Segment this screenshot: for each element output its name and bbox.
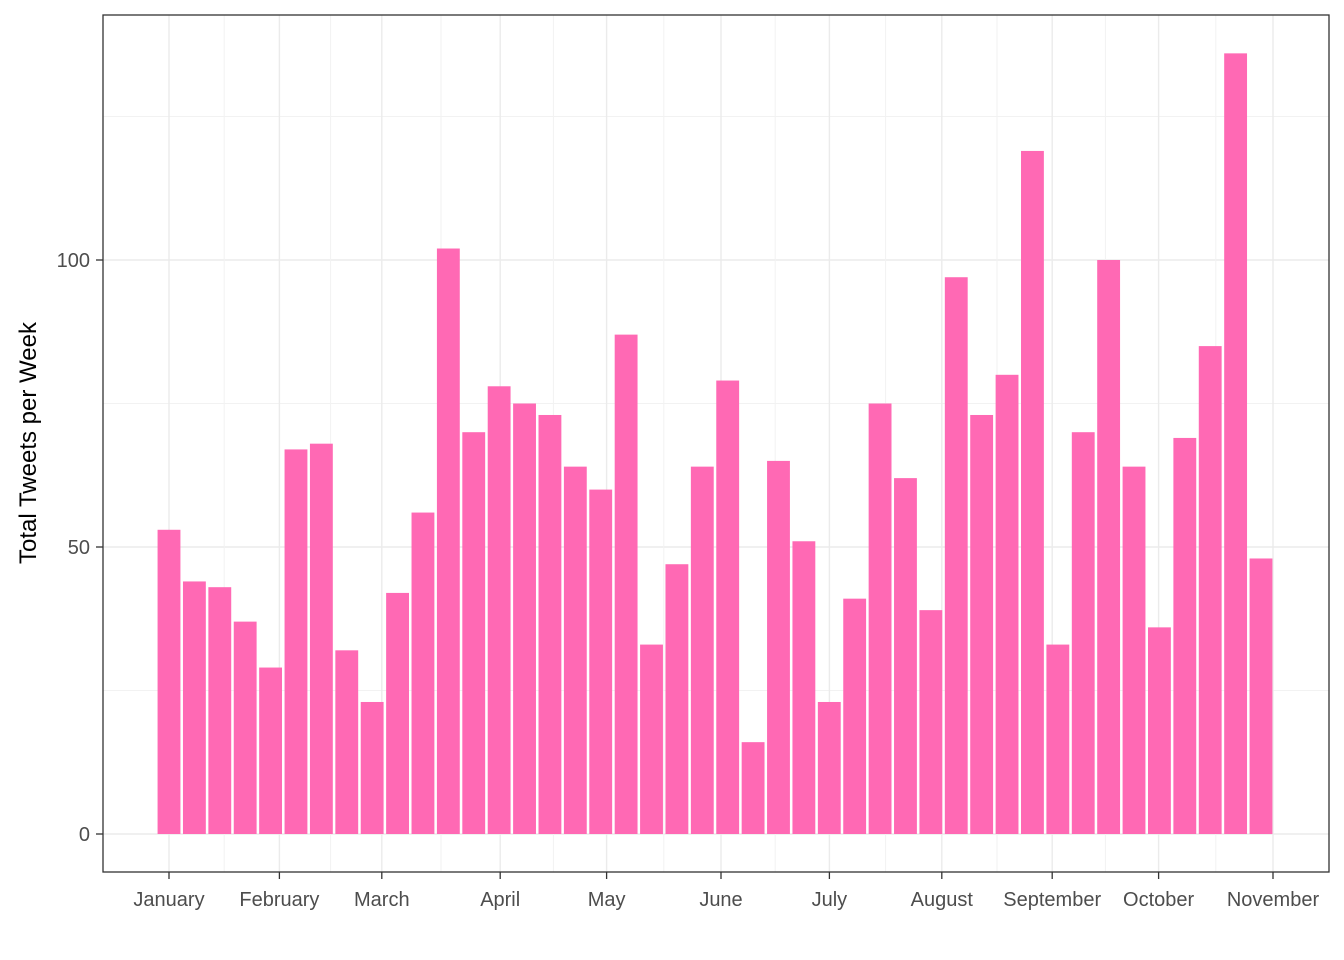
y-axis-title: Total Tweets per Week — [15, 321, 42, 564]
bar — [995, 374, 1019, 834]
bar — [259, 667, 283, 834]
bar — [462, 432, 486, 834]
bar — [1147, 627, 1171, 834]
bar — [208, 587, 232, 834]
x-tick-label: July — [812, 889, 848, 911]
x-tick-label: February — [239, 889, 319, 911]
bar — [157, 529, 181, 834]
x-tick-label: January — [133, 889, 204, 911]
bar — [716, 380, 740, 834]
x-tick-label: August — [911, 889, 974, 911]
x-tick-label: March — [354, 889, 410, 911]
bar — [182, 581, 206, 834]
bar — [944, 277, 968, 835]
bar — [335, 650, 359, 834]
y-tick-label: 100 — [57, 250, 90, 272]
bar — [1224, 53, 1248, 835]
bar — [309, 443, 333, 834]
y-tick-label: 0 — [79, 824, 90, 846]
bar — [970, 414, 994, 834]
bar — [1198, 346, 1222, 834]
bar — [1071, 432, 1095, 834]
x-axis: January February March April May June July Augu… — [133, 872, 1319, 911]
bar — [868, 403, 892, 834]
bar — [513, 403, 536, 834]
x-tick-label: September — [1003, 889, 1101, 911]
bar — [360, 701, 384, 834]
x-tick-label: November — [1227, 889, 1320, 911]
bar — [589, 489, 613, 834]
bar — [1021, 150, 1044, 834]
x-tick-label: June — [699, 889, 742, 911]
bar — [640, 644, 663, 834]
bar — [386, 592, 409, 834]
bar — [843, 598, 867, 834]
bar — [690, 466, 714, 834]
bar — [284, 449, 308, 834]
bar — [614, 334, 638, 834]
bar — [792, 541, 816, 834]
bar — [233, 621, 257, 834]
panel-border — [102, 14, 1330, 873]
bar — [1046, 644, 1070, 834]
bar — [538, 414, 562, 834]
y-axis: 0 50 100 — [57, 250, 103, 846]
bar — [741, 742, 765, 834]
bar — [1173, 437, 1197, 834]
bars-group — [157, 53, 1273, 835]
bar — [1249, 558, 1273, 834]
bar — [919, 610, 943, 834]
bar — [665, 564, 689, 834]
bar — [1122, 466, 1146, 834]
bar — [487, 386, 511, 834]
bar — [894, 478, 917, 834]
bar — [436, 248, 460, 834]
x-tick-label: April — [480, 889, 520, 911]
bar — [817, 701, 841, 834]
bar — [767, 460, 790, 834]
bar — [1097, 260, 1121, 834]
bar — [411, 512, 435, 834]
x-tick-label: October — [1123, 889, 1194, 911]
x-tick-label: May — [588, 889, 626, 911]
bar — [563, 466, 587, 834]
y-tick-label: 50 — [68, 537, 90, 559]
